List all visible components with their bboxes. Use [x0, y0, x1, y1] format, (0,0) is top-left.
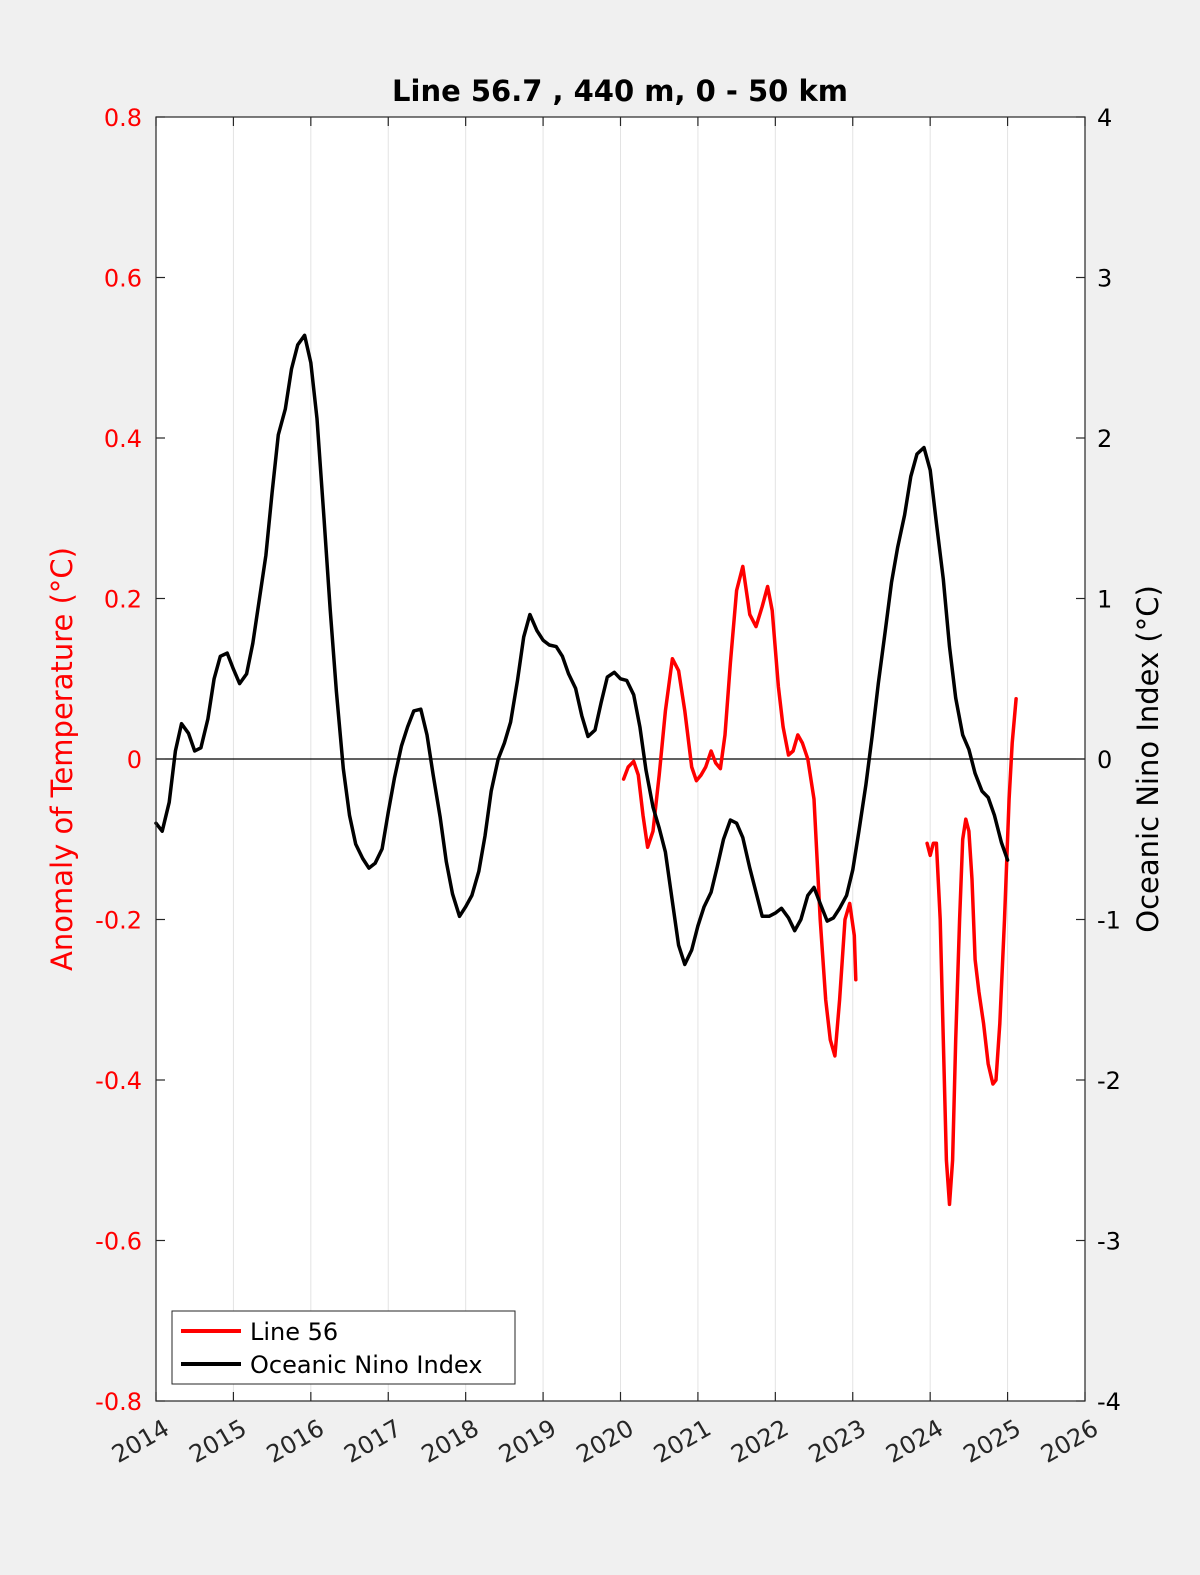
y-tick-label-right: -2 — [1097, 1067, 1121, 1095]
legend-label-line-56: Line 56 — [250, 1318, 338, 1346]
y-tick-label-right: -1 — [1097, 907, 1121, 935]
series-line-oni-segment-0 — [154, 333, 1010, 967]
y-tick-label-right: -3 — [1097, 1228, 1121, 1256]
y-tick-label-left: 0.2 — [104, 586, 142, 614]
y-tick-label-right: 4 — [1097, 104, 1112, 132]
y-axis-label-left: Anomaly of Temperature (°C) — [45, 547, 79, 971]
y-axis-label-right: Oceanic Nino Index (°C) — [1131, 585, 1165, 933]
y-tick-label-left: -0.6 — [95, 1228, 142, 1256]
y-tick-label-right: 1 — [1097, 586, 1112, 614]
series-line-line-56-segment-0 — [621, 564, 858, 1058]
series-layer — [154, 333, 1018, 1207]
y-tick-label-left: 0 — [127, 746, 142, 774]
y-tick-label-right: 0 — [1097, 746, 1112, 774]
legend-box — [171, 1310, 516, 1385]
legend-label-oni: Oceanic Nino Index — [250, 1351, 482, 1379]
legend: Line 56 Oceanic Nino Index — [171, 1310, 516, 1385]
y-tick-label-left: -0.8 — [95, 1388, 142, 1416]
y-tick-label-right: 2 — [1097, 425, 1112, 453]
y-tick-label-left: -0.2 — [95, 907, 142, 935]
y-tick-label-right: 3 — [1097, 265, 1112, 293]
chart-title: Line 56.7 , 440 m, 0 - 50 km — [392, 74, 848, 108]
series-line-line-56-segment-1 — [925, 697, 1018, 1207]
y-tick-label-left: 0.8 — [104, 104, 142, 132]
y-tick-label-left: 0.6 — [104, 265, 142, 293]
y-tick-label-left: 0.4 — [104, 425, 142, 453]
y-tick-label-left: -0.4 — [95, 1067, 142, 1095]
y-tick-label-right: -4 — [1097, 1388, 1121, 1416]
